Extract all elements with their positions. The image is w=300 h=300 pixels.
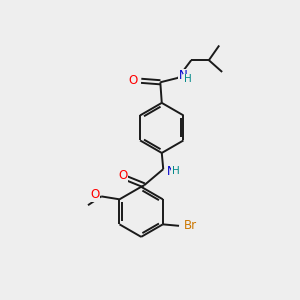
Text: H: H: [184, 74, 191, 84]
Text: O: O: [118, 169, 128, 182]
Text: N: N: [167, 165, 176, 178]
Text: O: O: [91, 188, 100, 201]
Text: N: N: [179, 69, 188, 82]
Text: H: H: [172, 166, 179, 176]
Text: Br: Br: [184, 219, 197, 232]
Text: O: O: [128, 74, 138, 87]
